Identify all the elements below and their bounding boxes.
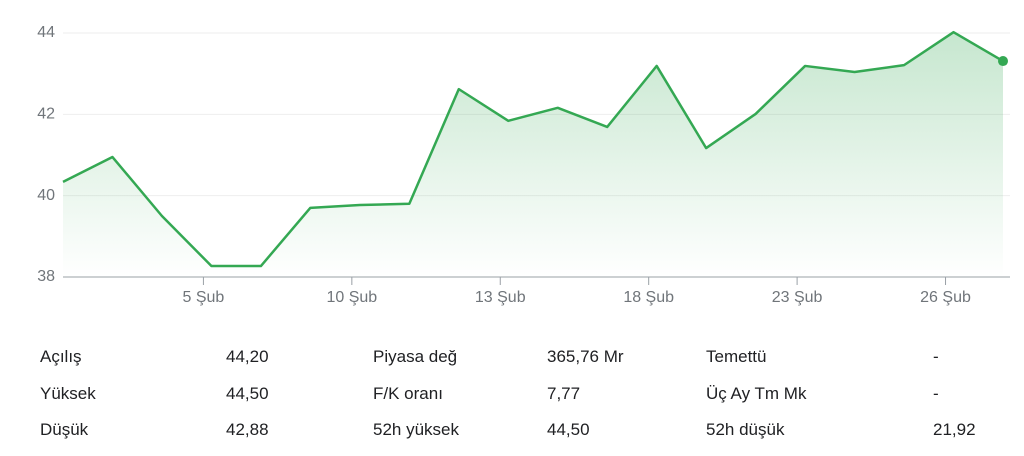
stat-value: 7,77 xyxy=(547,384,581,403)
y-tick-label: 44 xyxy=(37,24,55,41)
stat-value: - xyxy=(933,384,939,403)
stat-label: Düşük xyxy=(40,420,89,439)
stat-label: Açılış xyxy=(40,347,82,366)
stat-value: 44,50 xyxy=(547,420,590,439)
y-tick-label: 42 xyxy=(37,106,55,123)
area xyxy=(63,32,1003,277)
x-tick-label: 5 Şub xyxy=(183,289,225,306)
stat-label: Yüksek xyxy=(40,384,96,403)
stat-value: 21,92 xyxy=(933,420,976,439)
stat-label: Temettü xyxy=(706,347,767,366)
last-point xyxy=(998,56,1008,67)
stat-label: Üç Ay Tm Mk xyxy=(706,384,807,403)
stat-label: 52h düşük xyxy=(706,420,785,439)
stat-value: - xyxy=(933,347,939,366)
x-tick-label: 26 Şub xyxy=(920,289,971,306)
stat-value: 365,76 Mr xyxy=(547,347,624,366)
x-tick-label: 18 Şub xyxy=(623,289,674,306)
x-tick-label: 23 Şub xyxy=(772,289,823,306)
y-tick-label: 38 xyxy=(37,268,55,285)
stat-value: 44,20 xyxy=(226,347,269,366)
stat-value: 44,50 xyxy=(226,384,269,403)
x-tick-label: 13 Şub xyxy=(475,289,526,306)
stat-value: 42,88 xyxy=(226,420,269,439)
stat-label: 52h yüksek xyxy=(373,420,459,439)
stat-label: F/K oranı xyxy=(373,384,443,403)
y-tick-label: 40 xyxy=(37,187,55,204)
chart: 38 40 42 44 5 Şub 10 Şub 13 Şub 18 Şub 23 Şub 26 … xyxy=(37,24,1010,306)
x-tick-label: 10 Şub xyxy=(326,289,377,306)
stat-label: Piyasa değ xyxy=(373,347,458,366)
price-line xyxy=(62,30,1004,268)
